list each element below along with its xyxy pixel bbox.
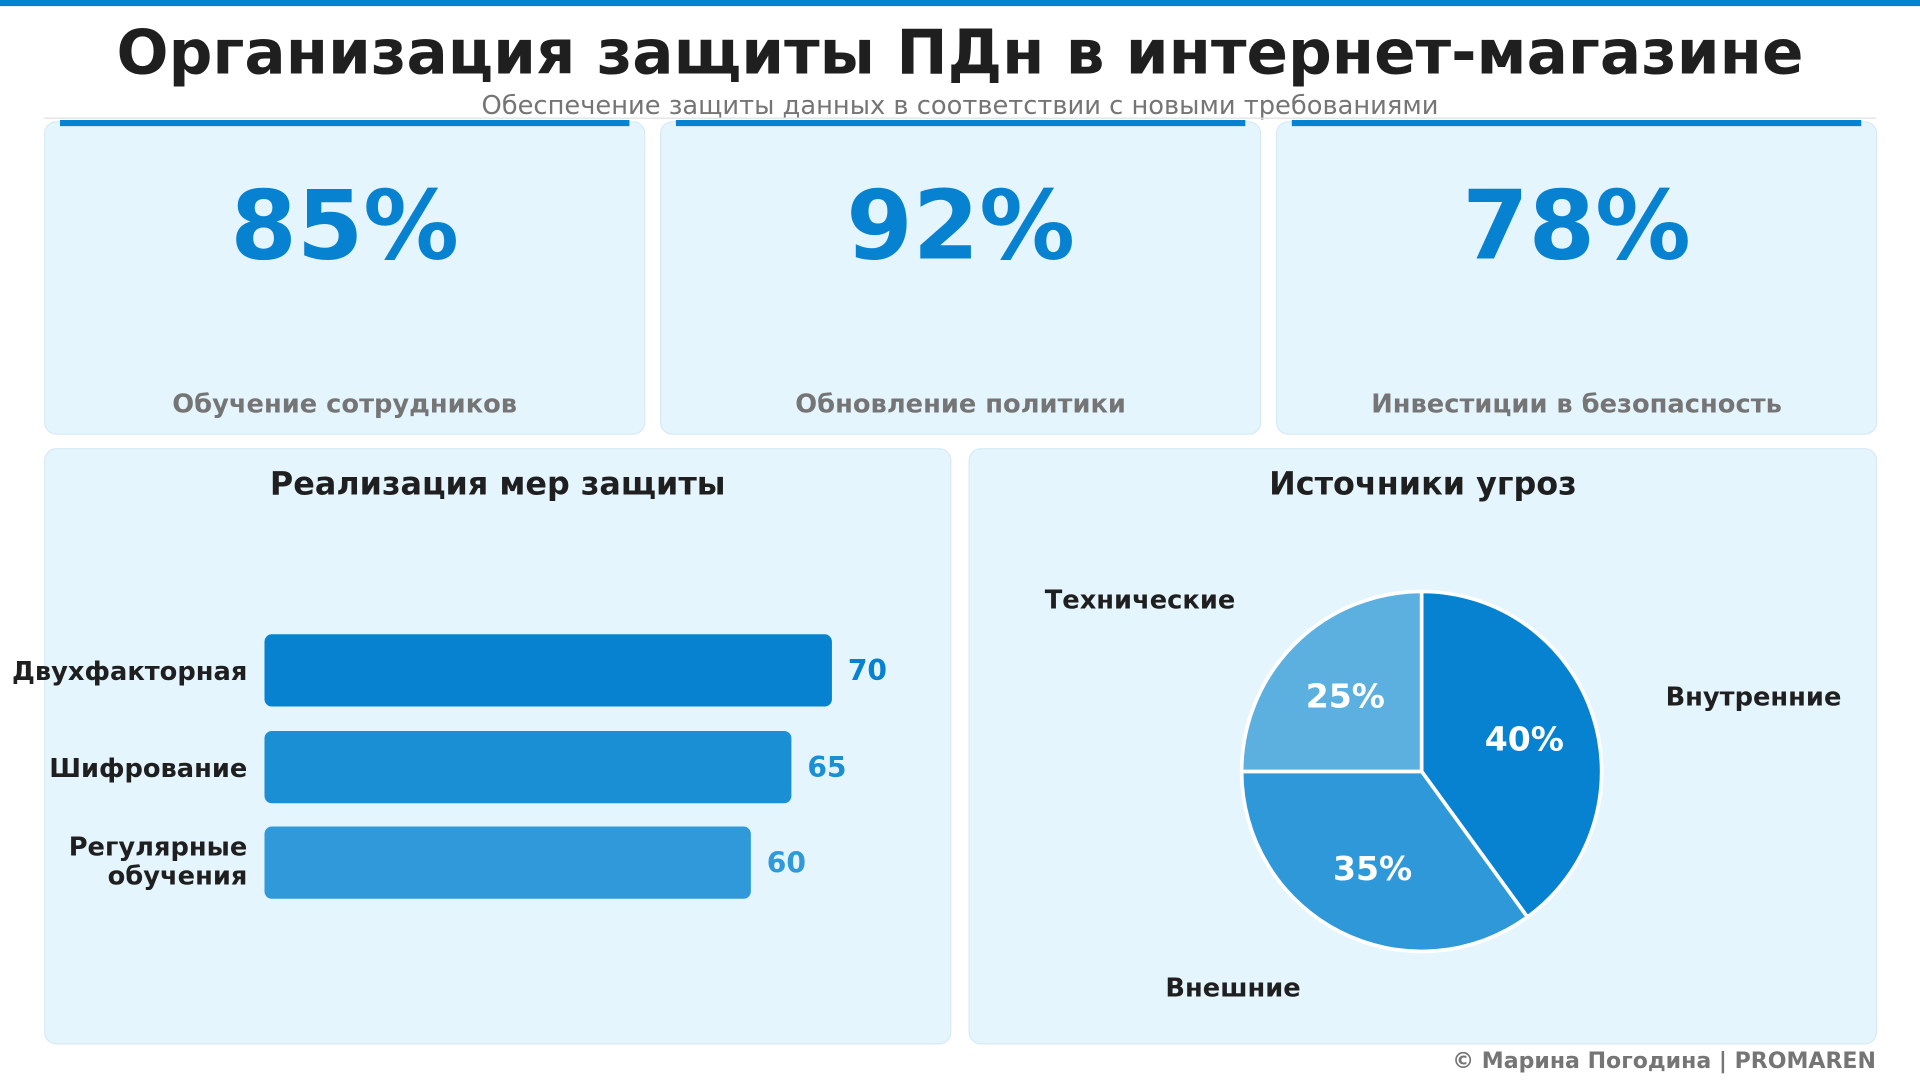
kpi-card-investments: 78% Инвестиции в безопасность: [1275, 120, 1878, 435]
bar: [264, 634, 832, 707]
page-title: Организация защиты ПДн в интернет-магази…: [116, 17, 1804, 89]
kpi-value: 92%: [846, 171, 1075, 282]
kpi-value: 78%: [1462, 171, 1691, 282]
bar-value-label: 60: [767, 846, 806, 879]
kpi-card-training: 85% Обучение сотрудников: [44, 120, 646, 435]
bar-value-label: 65: [807, 751, 846, 784]
kpi-label: Обучение сотрудников: [172, 389, 518, 419]
pie-slice: [1419, 589, 1604, 920]
page-subtitle: Обеспечение защиты данных в соответствии…: [481, 90, 1439, 121]
bar-value-label: 70: [848, 654, 887, 687]
kpi-accent-bar: [1291, 120, 1862, 127]
bar: [264, 731, 792, 804]
bar-chart-title: Реализация мер защиты: [269, 466, 726, 504]
kpi-value: 85%: [230, 171, 459, 282]
pie-percent-label: 25%: [1306, 676, 1385, 715]
kpi-card-policy: 92% Обновление политики: [660, 120, 1262, 435]
footer-credit: © Марина Погодина | PROMAREN: [1452, 1048, 1876, 1074]
kpi-accent-bar: [675, 120, 1246, 127]
pie-slice: [1239, 769, 1531, 954]
top-accent-bar: [0, 0, 1920, 7]
bar-category-label: обучения: [108, 862, 248, 892]
bar-category-label: Двухфакторная: [12, 657, 247, 687]
kpi-label: Инвестиции в безопасность: [1371, 389, 1782, 419]
pie-chart-title: Источники угроз: [1269, 466, 1577, 504]
pie-category-label: Внутренние: [1666, 682, 1842, 712]
kpi-accent-bar: [60, 120, 630, 127]
pie-category-label: Внешние: [1165, 974, 1300, 1004]
pie-percent-label: 35%: [1333, 849, 1412, 888]
pie-slice: [1239, 589, 1424, 774]
pie-category-label: Технические: [1045, 586, 1236, 616]
bar: [264, 826, 751, 899]
divider: [44, 117, 1876, 119]
pie-percent-label: 40%: [1485, 719, 1564, 758]
bar-category-label: Регулярные: [69, 832, 248, 862]
kpi-label: Обновление политики: [795, 389, 1126, 419]
bar-category-label: Шифрование: [49, 754, 247, 784]
